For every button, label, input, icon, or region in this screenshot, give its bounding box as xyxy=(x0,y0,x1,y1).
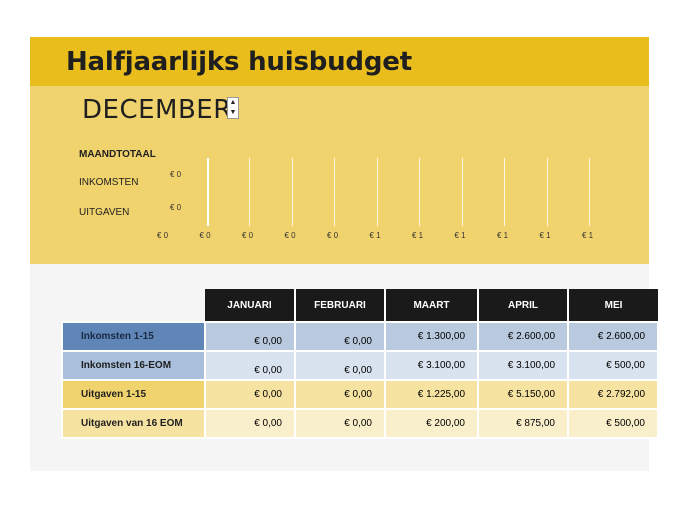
chart-x-tick-label: € 1 xyxy=(497,231,509,240)
cell-value: € 0,00 xyxy=(344,336,372,347)
table-cell[interactable]: € 1.300,00 xyxy=(384,321,479,352)
chart-row-value-income: € 0 xyxy=(170,170,182,179)
column-header-april[interactable]: APRIL xyxy=(478,289,569,322)
column-header-maart[interactable]: MAART xyxy=(385,289,479,322)
table-cell[interactable]: € 500,00 xyxy=(567,408,659,439)
table-cell[interactable]: € 0,00 xyxy=(294,350,386,381)
table-cell[interactable]: € 0,00 xyxy=(204,321,296,352)
chart-gridline xyxy=(419,158,420,226)
chart-gridline xyxy=(291,158,293,226)
table-row: Uitgaven 1-15 € 0,00 € 0,00 € 1.225,00 €… xyxy=(61,379,659,410)
row-label[interactable]: Inkomsten 16-EOM xyxy=(61,350,206,381)
chart-row-value-expenses: € 0 xyxy=(170,203,182,212)
table-cell[interactable]: € 2.600,00 xyxy=(477,321,569,352)
table-row: Inkomsten 16-EOM € 0,00 € 0,00 € 3.100,0… xyxy=(61,350,659,381)
chart-x-tick-label: € 0 xyxy=(157,231,169,240)
chart-row-label-expenses: UITGAVEN xyxy=(79,207,130,218)
chart-gridline xyxy=(589,158,590,226)
cell-value: € 0,00 xyxy=(344,365,372,376)
table-header-row: JANUARI FEBRUARI MAART APRIL MEI xyxy=(62,289,658,322)
title-band: Halfjaarlijks huisbudget xyxy=(30,37,649,86)
cell-value: € 0,00 xyxy=(254,336,282,347)
chart-header: MAANDTOTAAL xyxy=(79,149,156,160)
table-cell[interactable]: € 1.225,00 xyxy=(384,379,479,410)
chart-x-tick-label: € 1 xyxy=(412,231,424,240)
month-selector-value[interactable]: DECEMBER xyxy=(82,95,232,125)
row-label[interactable]: Inkomsten 1-15 xyxy=(61,321,206,352)
chart-x-tick-label: € 0 xyxy=(284,231,296,240)
column-header-mei[interactable]: MEI xyxy=(568,289,658,322)
row-label[interactable]: Uitgaven van 16 EOM xyxy=(61,408,206,439)
column-header-februari[interactable]: FEBRUARI xyxy=(295,289,386,322)
table-cell[interactable]: € 200,00 xyxy=(384,408,479,439)
spinner-down-icon[interactable]: ▼ xyxy=(229,109,237,116)
chart-row-label-income: INKOMSTEN xyxy=(79,177,139,188)
chart-x-tick-label: € 1 xyxy=(369,231,381,240)
table-cell[interactable]: € 500,00 xyxy=(567,350,659,381)
header-blank-cell xyxy=(62,289,205,322)
chart-gridline xyxy=(461,158,463,226)
summary-chart-area: DECEMBER ▲ ▼ MAANDTOTAAL INKOMSTEN € 0 U… xyxy=(30,86,649,264)
chart-x-tick-label: € 0 xyxy=(242,231,254,240)
chart-x-tick-label: € 1 xyxy=(454,231,466,240)
table-cell[interactable]: € 2.792,00 xyxy=(567,379,659,410)
budget-table: JANUARI FEBRUARI MAART APRIL MEI Inkomst… xyxy=(61,289,659,439)
chart-x-tick-label: € 0 xyxy=(327,231,339,240)
chart-x-tick-label: € 1 xyxy=(582,231,594,240)
table-cell[interactable]: € 3.100,00 xyxy=(384,350,479,381)
table-cell[interactable]: € 0,00 xyxy=(294,321,386,352)
table-cell[interactable]: € 0,00 xyxy=(204,408,296,439)
page-title: Halfjaarlijks huisbudget xyxy=(66,47,412,77)
row-label[interactable]: Uitgaven 1-15 xyxy=(61,379,206,410)
table-cell[interactable]: € 875,00 xyxy=(477,408,569,439)
table-cell[interactable]: € 0,00 xyxy=(294,408,386,439)
chart-gridline xyxy=(546,158,548,226)
chart-gridline xyxy=(249,158,250,226)
column-header-januari[interactable]: JANUARI xyxy=(205,289,296,322)
table-row: Uitgaven van 16 EOM € 0,00 € 0,00 € 200,… xyxy=(61,408,659,439)
chart-x-tick-label: € 1 xyxy=(539,231,551,240)
table-cell[interactable]: € 0,00 xyxy=(204,350,296,381)
chart-gridline xyxy=(504,158,505,226)
chart-x-tick-label: € 0 xyxy=(199,231,211,240)
table-cell[interactable]: € 3.100,00 xyxy=(477,350,569,381)
chart-gridline xyxy=(376,158,378,226)
chart-gridline xyxy=(334,158,335,226)
table-cell[interactable]: € 0,00 xyxy=(294,379,386,410)
table-cell[interactable]: € 5.150,00 xyxy=(477,379,569,410)
cell-value: € 0,00 xyxy=(254,365,282,376)
table-cell[interactable]: € 0,00 xyxy=(204,379,296,410)
table-row: Inkomsten 1-15 € 0,00 € 0,00 € 1.300,00 … xyxy=(61,321,659,352)
spinner-up-icon[interactable]: ▲ xyxy=(229,99,237,106)
month-spinner[interactable]: ▲ ▼ xyxy=(227,97,239,119)
chart-gridline xyxy=(206,158,209,226)
table-cell[interactable]: € 2.600,00 xyxy=(567,321,659,352)
